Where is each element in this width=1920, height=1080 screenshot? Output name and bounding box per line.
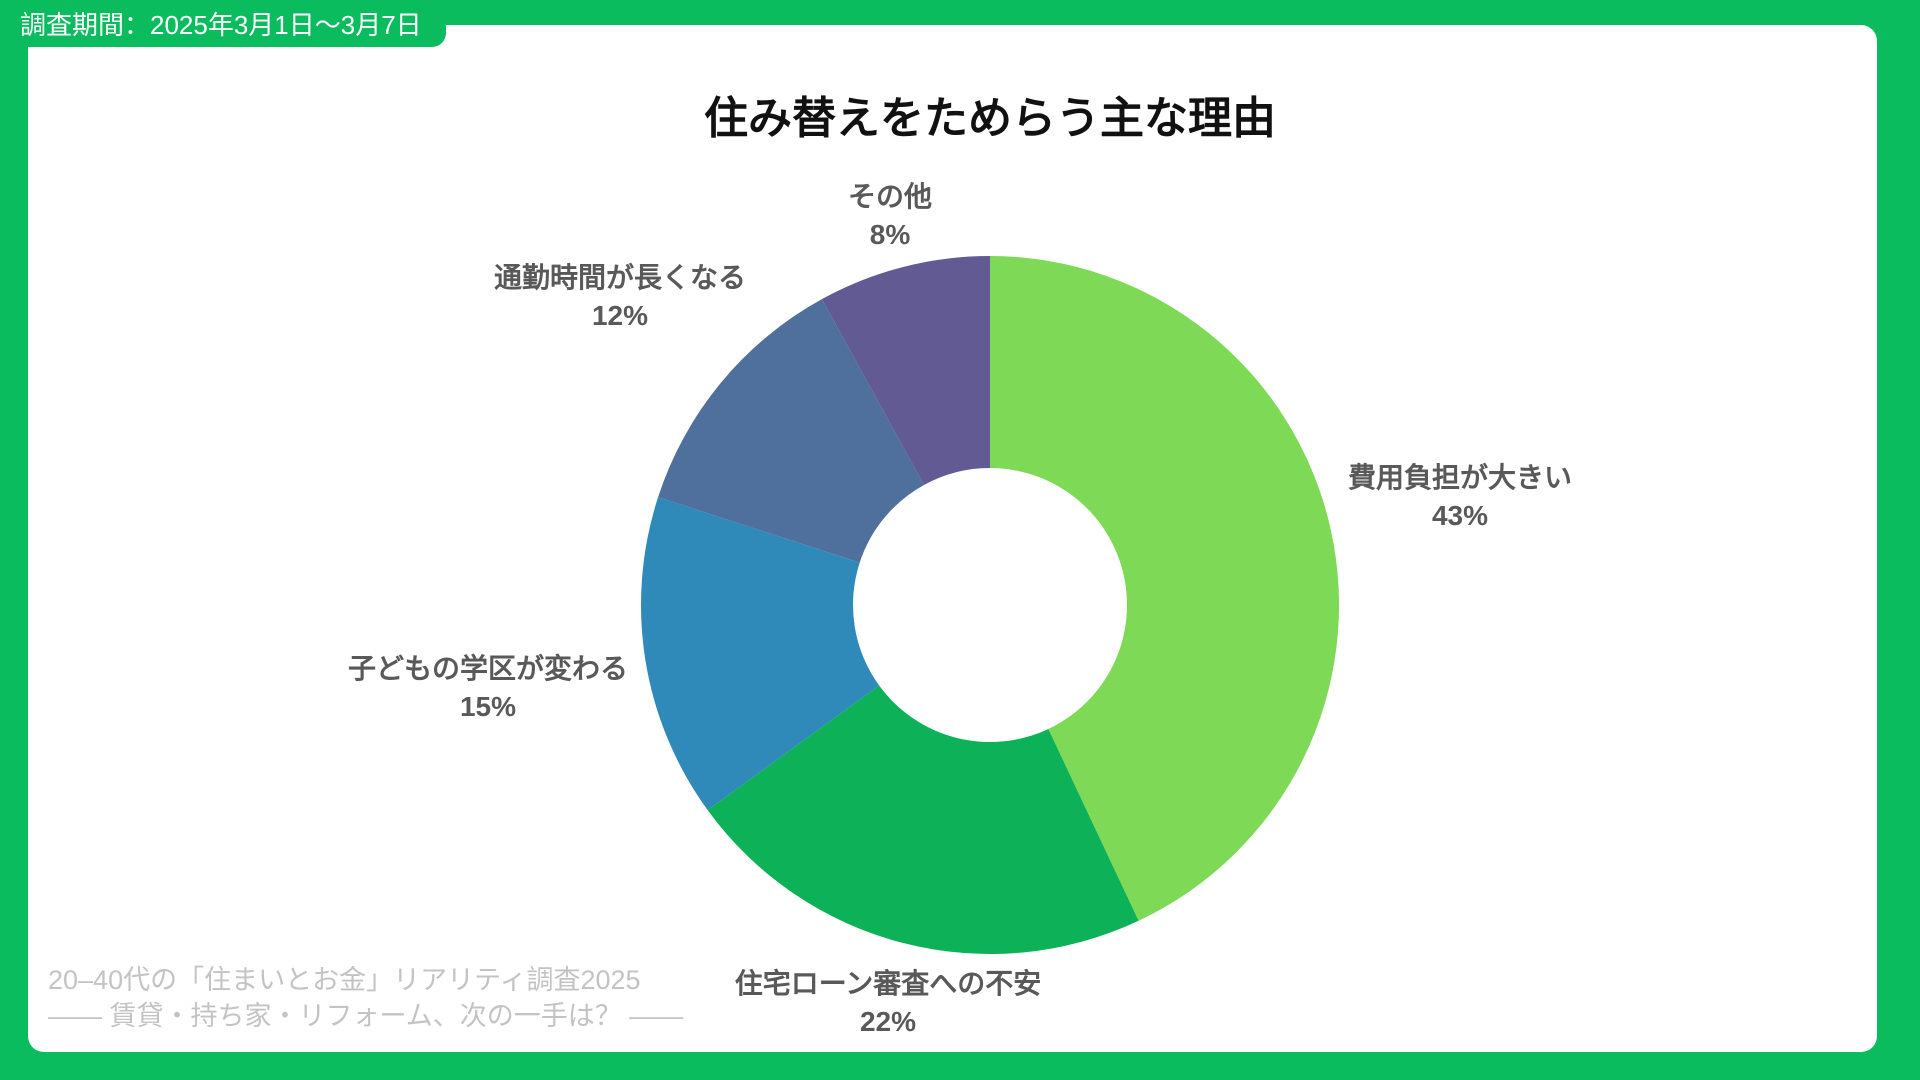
footer-note: 20–40代の「住まいとお金」リアリティ調査2025 ―― 賃貸・持ち家・リフォ… [48, 962, 683, 1034]
segment-label-other: その他 8% [848, 178, 932, 254]
donut-segment-cost-burden [990, 256, 1340, 921]
donut-segment-loan-screening [707, 685, 1139, 954]
survey-period-badge: 調査期間：2025年3月1日〜3月7日 [0, 0, 446, 47]
segment-label-text-school-district: 子どもの学区が変わる [347, 653, 629, 684]
segment-label-text-commute-time: 通勤時間が長くなる [493, 262, 747, 293]
segment-label-text-cost-burden: 費用負担が大きい [1347, 462, 1573, 493]
chart-title: 住み替えをためらう主な理由 [704, 94, 1276, 143]
segment-label-loan-screening: 住宅ローン審査への不安 22% [735, 965, 1042, 1041]
segment-label-commute-time: 通勤時間が長くなる 12% [494, 259, 746, 335]
segment-label-pct-commute-time: 12% [591, 300, 649, 331]
segment-label-pct-loan-screening: 22% [859, 1006, 917, 1037]
segment-label-pct-cost-burden: 43% [1431, 500, 1489, 531]
segment-label-pct-other: 8% [869, 219, 911, 250]
donut-segment-other [821, 256, 990, 485]
segment-label-text-other: その他 [847, 181, 933, 212]
footer-line2: ―― 賃貸・持ち家・リフォーム、次の一手は？ ―― [48, 1001, 684, 1031]
donut-segment-school-district [641, 497, 880, 811]
segment-label-cost-burden: 費用負担が大きい 43% [1348, 459, 1572, 535]
donut-segment-commute-time [658, 299, 924, 563]
segment-label-text-loan-screening: 住宅ローン審査への不安 [734, 968, 1042, 999]
segment-label-pct-school-district: 15% [459, 691, 517, 722]
survey-period-text: 調査期間：2025年3月1日〜3月7日 [20, 10, 422, 40]
segment-label-school-district: 子どもの学区が変わる 15% [348, 650, 628, 726]
footer-line1: 20–40代の「住まいとお金」リアリティ調査2025 [48, 965, 641, 995]
